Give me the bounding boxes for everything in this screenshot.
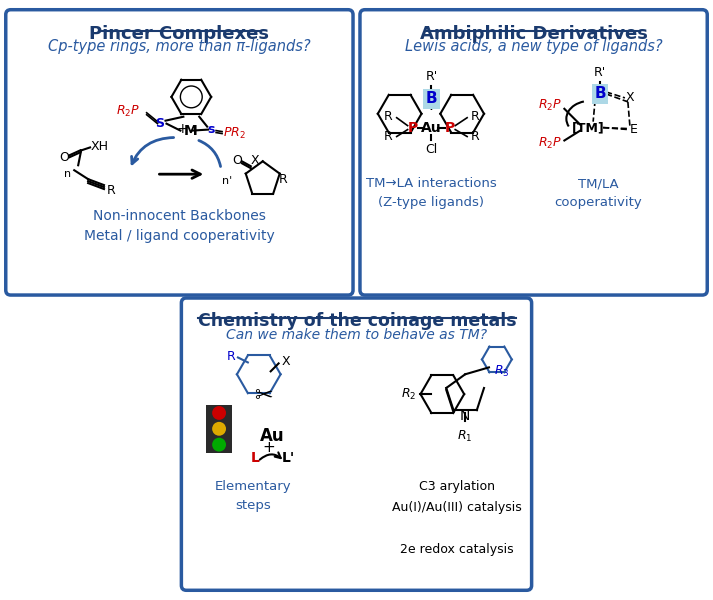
Text: Cl: Cl: [425, 143, 438, 157]
Text: R': R': [425, 70, 438, 83]
Text: Chemistry of the coinage metals: Chemistry of the coinage metals: [198, 312, 516, 330]
Text: $R_2P$: $R_2P$: [116, 104, 140, 119]
Text: R': R': [594, 66, 606, 79]
Text: Ambiphilic Derivatives: Ambiphilic Derivatives: [420, 25, 647, 43]
Text: R: R: [471, 130, 480, 143]
FancyArrowPatch shape: [199, 140, 220, 166]
Text: Non-innocent Backbones
Metal / ligand cooperativity: Non-innocent Backbones Metal / ligand co…: [84, 209, 275, 244]
Text: Cp-type rings, more than π-ligands?: Cp-type rings, more than π-ligands?: [48, 40, 311, 55]
Text: +: +: [262, 440, 275, 455]
FancyArrowPatch shape: [260, 452, 281, 460]
Text: R: R: [471, 110, 480, 123]
Text: O: O: [59, 151, 69, 164]
Text: +: +: [177, 122, 188, 136]
Text: X: X: [250, 154, 259, 167]
FancyBboxPatch shape: [360, 10, 707, 295]
Text: Au: Au: [421, 121, 442, 134]
Text: C3 arylation
Au(I)/Au(III) catalysis

2e redox catalysis: C3 arylation Au(I)/Au(III) catalysis 2e …: [392, 481, 522, 556]
FancyBboxPatch shape: [181, 298, 532, 590]
Text: Elementary
steps: Elementary steps: [215, 481, 291, 512]
Text: M: M: [183, 124, 198, 137]
Text: TM/LA
cooperativity: TM/LA cooperativity: [554, 177, 642, 209]
Text: R: R: [107, 184, 116, 197]
Text: L': L': [282, 451, 295, 464]
Text: X: X: [282, 355, 290, 368]
Text: E: E: [630, 123, 637, 136]
Text: R: R: [384, 110, 393, 123]
Text: R: R: [279, 173, 287, 185]
Circle shape: [212, 438, 226, 452]
Text: s: s: [207, 123, 215, 136]
Text: O: O: [232, 154, 242, 167]
Text: B: B: [426, 91, 437, 106]
FancyBboxPatch shape: [6, 10, 353, 295]
Text: n': n': [222, 176, 232, 186]
Text: [TM]: [TM]: [572, 121, 605, 134]
Circle shape: [212, 422, 226, 436]
FancyArrowPatch shape: [132, 137, 174, 164]
Text: XH: XH: [91, 140, 109, 153]
Bar: [206, 405, 232, 452]
Text: N: N: [460, 409, 471, 423]
Text: L: L: [250, 451, 260, 464]
Text: $PR_2$: $PR_2$: [223, 126, 246, 141]
Text: X: X: [626, 91, 635, 104]
Text: $R_1$: $R_1$: [458, 429, 473, 444]
Text: $R_3$: $R_3$: [494, 364, 510, 379]
Text: $R_2P$: $R_2P$: [538, 136, 563, 151]
Text: Pincer Complexes: Pincer Complexes: [89, 25, 270, 43]
Text: P: P: [407, 121, 418, 134]
Text: n: n: [63, 169, 71, 179]
Text: $R_2P$: $R_2P$: [538, 98, 563, 113]
Text: TM→LA interactions
(Z-type ligands): TM→LA interactions (Z-type ligands): [366, 177, 497, 209]
Text: P: P: [445, 121, 456, 134]
Text: R: R: [227, 350, 236, 363]
Text: R: R: [384, 130, 393, 143]
Circle shape: [212, 406, 226, 420]
Text: B: B: [594, 86, 606, 101]
Text: Au: Au: [260, 427, 285, 445]
Text: Can we make them to behave as TM?: Can we make them to behave as TM?: [227, 328, 488, 342]
Text: S: S: [155, 117, 164, 130]
Text: ✂: ✂: [255, 386, 273, 406]
Text: Lewis acids, a new type of ligands?: Lewis acids, a new type of ligands?: [405, 40, 662, 55]
Text: $R_2$: $R_2$: [401, 386, 416, 401]
